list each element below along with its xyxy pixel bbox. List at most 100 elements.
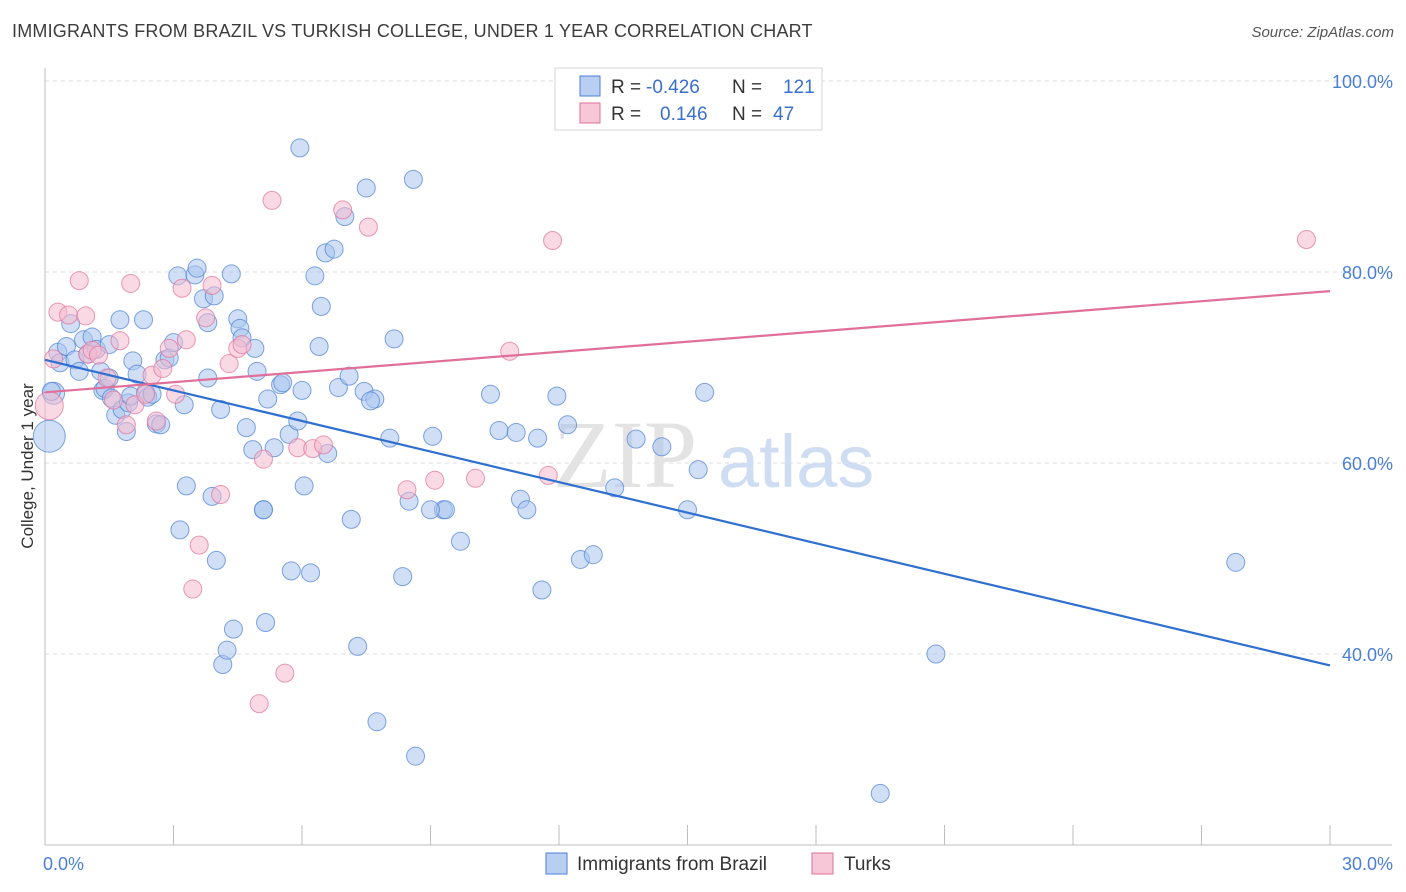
turks-point-3	[59, 305, 79, 325]
brazil-point-106	[626, 429, 646, 449]
stats-legend: R = -0.426 N = 121 R = 0.146 N = 47	[554, 67, 823, 131]
source-credit: Source: ZipAtlas.com	[1251, 24, 1394, 41]
legend-r-value-2: 0.146	[660, 104, 708, 125]
legend-n-label-2: N =	[732, 104, 762, 125]
brazil-point-79	[341, 509, 361, 529]
brazil-point-82	[356, 178, 376, 198]
turks-point-33	[262, 190, 282, 210]
chart-title: IMMIGRANTS FROM BRAZIL VS TURKISH COLLEG…	[12, 21, 813, 41]
brazil-point-112	[926, 644, 946, 664]
brazil-point-86	[384, 329, 404, 349]
brazil-point-7	[69, 361, 89, 381]
x-tick-label-1: 30.0%	[1342, 854, 1393, 874]
turks-point-37	[313, 435, 333, 455]
turks-point-46	[1296, 230, 1316, 250]
brazil-point-80	[348, 636, 368, 656]
turks-point-13	[121, 273, 141, 293]
legend-n-value-1: 121	[783, 77, 815, 98]
series-legend: Immigrants from Brazil Turks	[545, 852, 891, 875]
turks-point-42	[465, 468, 485, 488]
brazil-point-89	[403, 169, 423, 189]
brazil-point-39	[187, 258, 207, 278]
y-tick-label-1: 60.0%	[1342, 454, 1393, 474]
y-tick-label-0: 40.0%	[1342, 645, 1393, 665]
brazil-point-78	[339, 366, 359, 386]
brazil-point-119	[558, 415, 578, 435]
trend-lines	[44, 290, 1331, 667]
turks-point-10	[104, 390, 124, 410]
watermark: ZIP atlas	[553, 401, 874, 508]
watermark-atlas: atlas	[718, 420, 874, 503]
turks-point-45	[543, 230, 563, 250]
brazil-point-56	[247, 361, 267, 381]
brazil-point-105	[605, 478, 625, 498]
brazil-point-117	[253, 500, 273, 520]
turks-point-28	[219, 354, 239, 374]
x-tick-labels: 0.0% 30.0%	[43, 854, 1393, 874]
y-tick-labels: 40.0% 60.0% 80.0% 100.0%	[1332, 72, 1393, 665]
brazil-point-87	[393, 567, 413, 587]
turks-point-38	[333, 200, 353, 220]
brazil-point-0	[32, 419, 66, 453]
brazil-point-62	[273, 373, 293, 393]
turks-point-15	[136, 384, 156, 404]
turks-point-12	[116, 415, 136, 435]
x-tick-label-0: 0.0%	[43, 854, 84, 874]
brazil-point-107	[652, 437, 672, 457]
turks-point-21	[172, 278, 192, 298]
legend-n-label-1: N =	[732, 77, 762, 98]
brazil-point-47	[217, 640, 237, 660]
turks-point-32	[253, 449, 273, 469]
legend-item-brazil: Immigrants from Brazil	[577, 854, 767, 875]
turks-point-40	[397, 480, 417, 500]
brazil-point-75	[324, 239, 344, 259]
legend-r-value-1: -0.426	[646, 77, 700, 98]
turks-point-39	[358, 217, 378, 237]
brazil-point-94	[450, 531, 470, 551]
turks-point-9	[97, 368, 117, 388]
turks-point-18	[153, 358, 173, 378]
legend-item-turks: Turks	[844, 854, 891, 875]
legend-swatch-blue	[579, 75, 601, 97]
turks-point-24	[189, 535, 209, 555]
brazil-point-58	[256, 612, 276, 632]
brazil-point-66	[290, 138, 310, 158]
turks-point-31	[249, 694, 269, 714]
brazil-point-99	[517, 500, 537, 520]
brazil-point-64	[281, 561, 301, 581]
turks-point-20	[166, 384, 186, 404]
turks-point-5	[76, 306, 96, 326]
brazil-point-97	[506, 422, 526, 442]
brazil-point-48	[221, 264, 241, 284]
brazil-point-53	[236, 418, 256, 438]
brazil-point-25	[134, 310, 154, 330]
legend-item-brazil-swatch	[545, 852, 568, 875]
brazil-point-101	[532, 580, 552, 600]
legend-swatch-pink	[579, 102, 601, 124]
watermark-zip: ZIP	[553, 401, 697, 508]
brazil-point-68	[294, 476, 314, 496]
brazil-point-110	[695, 382, 715, 402]
turks-point-27	[211, 485, 231, 505]
brazil-point-71	[309, 336, 329, 356]
brazil-point-120	[421, 500, 440, 520]
brazil-point-35	[170, 520, 190, 540]
brazil-point-84	[367, 712, 387, 732]
brazil-point-59	[258, 389, 278, 409]
brazil-point-111	[870, 783, 890, 803]
turks-point-17	[146, 411, 166, 431]
brazil-point-67	[292, 380, 312, 400]
brazil-point-118	[361, 391, 381, 411]
grid-lines	[45, 80, 1392, 655]
brazil-point-104	[583, 545, 603, 565]
brazil-point-70	[305, 266, 325, 286]
legend-r-label-1: R =	[611, 77, 641, 98]
turks-point-41	[425, 470, 445, 490]
legend-n-value-2: 47	[773, 104, 794, 125]
brazil-point-18	[110, 310, 130, 330]
turks-point-0	[34, 391, 64, 421]
turks-point-34	[275, 663, 295, 683]
brazil-point-100	[528, 428, 548, 448]
brazil-point-63	[279, 424, 299, 444]
